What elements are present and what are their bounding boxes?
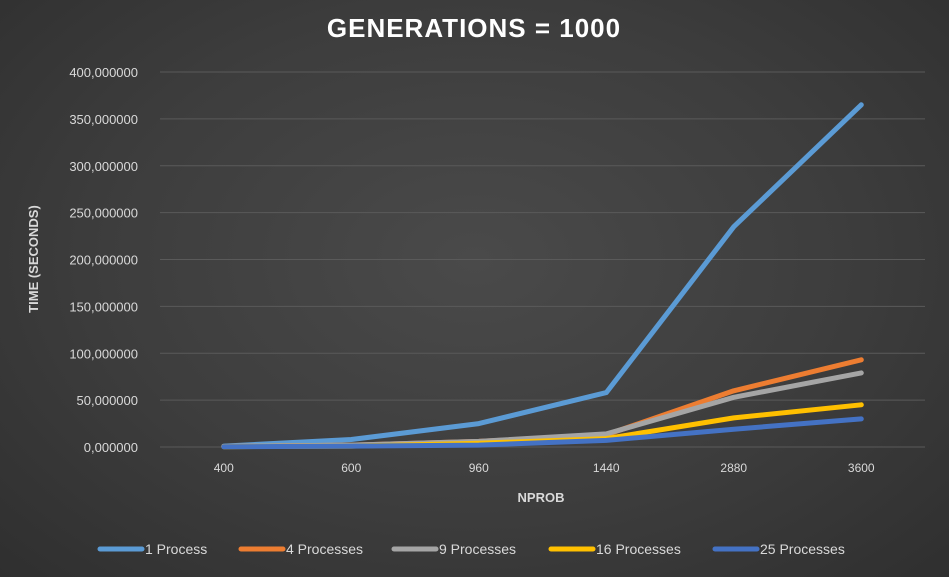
series-line <box>221 416 864 450</box>
x-tick-label: 400 <box>214 461 234 475</box>
series-lines <box>221 102 864 450</box>
legend-item-label: 16 Processes <box>596 541 681 557</box>
x-axis-ticks: 400 600 960 1440 2880 3600 <box>214 461 875 475</box>
y-tick-label: 300,000000 <box>69 159 138 174</box>
legend-item-label: 4 Processes <box>286 541 363 557</box>
y-axis-ticks: 0,000000 50,000000 100,000000 150,000000 200… <box>69 65 138 455</box>
chart-title: GENERATIONS = 1000 <box>327 13 621 43</box>
y-axis-label: TIME (SECONDS) <box>26 205 41 313</box>
x-tick-label: 3600 <box>848 461 875 475</box>
y-tick-label: 100,000000 <box>69 346 138 361</box>
x-tick-label: 2880 <box>720 461 747 475</box>
y-tick-label: 400,000000 <box>69 65 138 80</box>
y-tick-label: 200,000000 <box>69 253 138 268</box>
y-tick-label: 250,000000 <box>69 206 138 221</box>
y-tick-label: 350,000000 <box>69 112 138 127</box>
legend-item-label: 9 Processes <box>439 541 516 557</box>
x-axis-label: NPROB <box>518 490 565 505</box>
series-line <box>221 102 864 449</box>
legend: 1 Process 4 Processes 9 Processes 16 Proces… <box>97 541 845 557</box>
y-tick-label: 0,000000 <box>84 440 138 455</box>
x-tick-label: 1440 <box>593 461 620 475</box>
y-tick-label: 50,000000 <box>77 393 138 408</box>
grid <box>160 71 925 448</box>
y-tick-label: 150,000000 <box>69 299 138 314</box>
x-tick-label: 600 <box>341 461 361 475</box>
series-line <box>221 357 864 449</box>
x-tick-label: 960 <box>469 461 489 475</box>
legend-item-label: 1 Process <box>145 541 207 557</box>
legend-item-label: 25 Processes <box>760 541 845 557</box>
